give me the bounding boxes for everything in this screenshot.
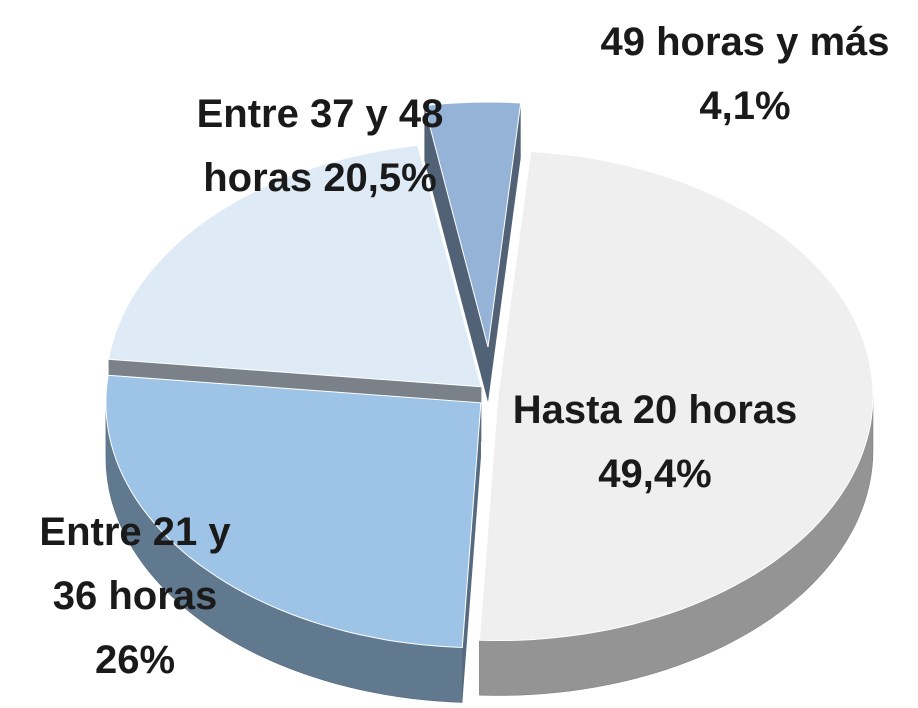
value-label: 26% bbox=[94, 638, 176, 682]
value-label: 49,4% bbox=[598, 452, 712, 496]
value-label: 4,1% bbox=[699, 84, 791, 128]
slice bbox=[423, 101, 522, 348]
category-label: Entre 21 y 36 horas bbox=[39, 510, 231, 618]
slice bbox=[107, 144, 482, 388]
data-label: Entre 21 y 36 horas 26% bbox=[15, 500, 255, 692]
slice-edge-wall bbox=[488, 103, 521, 402]
category-label: Entre 37 y 48 horas bbox=[196, 92, 444, 200]
slice-edge-wall bbox=[462, 402, 481, 703]
slice bbox=[478, 150, 874, 696]
slice bbox=[423, 101, 522, 402]
data-label: Entre 37 y 48 horas 20,5% bbox=[160, 82, 480, 210]
value-label: 20,5% bbox=[323, 156, 437, 200]
slice bbox=[105, 374, 482, 703]
category-label: Hasta 20 horas bbox=[512, 388, 798, 432]
slice-edge-wall bbox=[424, 105, 488, 402]
slice bbox=[478, 150, 874, 641]
data-label: Hasta 20 horas 49,4% bbox=[485, 378, 825, 506]
slice bbox=[105, 374, 482, 649]
category-label: 49 horas y más bbox=[600, 20, 890, 64]
data-label: 49 horas y más 4,1% bbox=[565, 10, 918, 138]
